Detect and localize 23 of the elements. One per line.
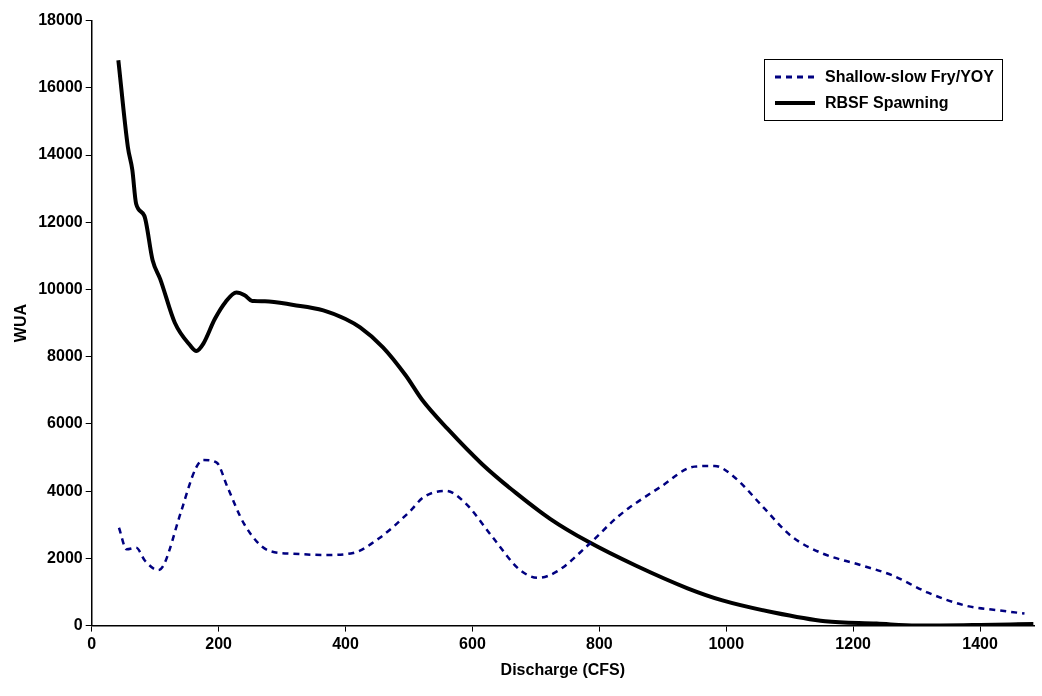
y-tick-label: 16000 xyxy=(38,78,83,96)
x-tick-label: 400 xyxy=(332,634,359,652)
y-tick-label: 2000 xyxy=(47,548,83,566)
y-tick-label: 14000 xyxy=(38,145,83,163)
y-tick-label: 18000 xyxy=(38,11,83,29)
y-tick-label: 8000 xyxy=(47,347,83,365)
x-tick-label: 1400 xyxy=(962,634,998,652)
x-tick-label: 600 xyxy=(459,634,486,652)
x-tick-label: 0 xyxy=(87,634,97,652)
x-axis-title: Discharge (CFS) xyxy=(500,660,626,678)
line-series xyxy=(117,458,1026,615)
x-tick-label: 800 xyxy=(585,634,613,652)
y-tick-label: 12000 xyxy=(38,212,83,230)
y-tick-label: 6000 xyxy=(47,414,83,432)
y-tick-label: 4000 xyxy=(47,481,83,499)
x-tick-label: 200 xyxy=(205,634,233,652)
legend-label: RBSF Spawning xyxy=(825,92,949,113)
x-tick-label: 1200 xyxy=(835,634,872,652)
legend-label: Shallow-slow Fry/YOY xyxy=(825,66,994,87)
x-tick-label: 1000 xyxy=(708,634,745,652)
y-axis-title: WUA xyxy=(12,303,30,343)
y-tick-label: 0 xyxy=(73,616,83,634)
y-tick-label: 10000 xyxy=(38,279,83,297)
